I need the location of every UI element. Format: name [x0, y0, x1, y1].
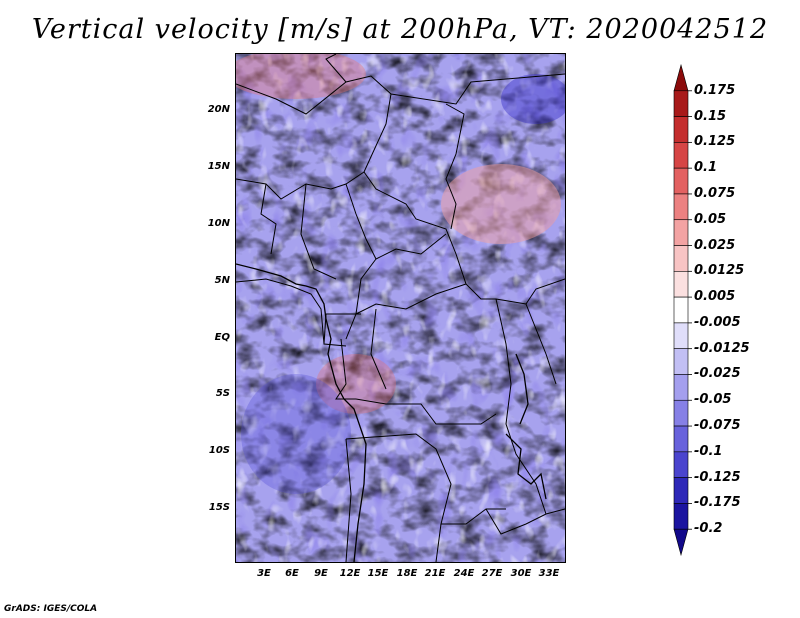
colorbar-label: -0.1 — [694, 443, 723, 459]
colorbar-label: 0.1 — [694, 160, 718, 176]
colorbar-label: 0.175 — [694, 82, 736, 98]
lon-label: 12E — [339, 568, 361, 579]
colorbar-label: 0.025 — [694, 237, 736, 253]
colorbar-segment — [673, 116, 689, 143]
lat-label: 15N — [207, 161, 230, 172]
lon-label: 30E — [510, 568, 532, 579]
colorbar-segment — [673, 219, 689, 246]
colorbar-segment — [673, 399, 689, 427]
colorbar-segment — [673, 167, 689, 195]
credit-text: GrADS: IGES/COLA — [4, 604, 98, 614]
colorbar-label: 0.0125 — [694, 263, 745, 279]
velocity-map — [235, 53, 566, 563]
lon-label: 15E — [367, 568, 389, 579]
colorbar-label: 0.05 — [694, 211, 727, 227]
lon-label: 24E — [453, 568, 475, 579]
colorbar-label: -0.175 — [694, 495, 741, 511]
country-borders — [236, 54, 565, 562]
colorbar-segment — [673, 142, 689, 169]
colorbar-label: -0.025 — [694, 366, 741, 382]
colorbar-label: -0.2 — [694, 521, 723, 537]
lat-label: 15S — [208, 502, 230, 513]
colorbar-segment — [673, 528, 689, 557]
colorbar-label: 0.005 — [694, 289, 736, 305]
colorbar-segment — [673, 63, 689, 92]
colorbar-segment — [673, 322, 689, 349]
lat-label: 5N — [214, 275, 230, 286]
lat-label: 10S — [208, 445, 230, 456]
colorbar-label: 0.075 — [694, 185, 736, 201]
colorbar-segment — [673, 296, 689, 324]
lon-label: 9E — [314, 568, 328, 579]
colorbar-segment — [673, 348, 689, 375]
colorbar-segment — [673, 90, 689, 117]
colorbar-segment — [673, 425, 689, 453]
lat-label: 20N — [207, 104, 230, 115]
colorbar-label: -0.0125 — [694, 340, 750, 356]
coastline — [236, 263, 547, 562]
colorbar-segment — [673, 193, 689, 221]
lon-label: 27E — [481, 568, 503, 579]
lon-label: 18E — [396, 568, 418, 579]
colorbar-segment — [673, 477, 689, 504]
lon-label: 3E — [257, 568, 271, 579]
colorbar-label: -0.125 — [694, 469, 741, 485]
colorbar-label: -0.005 — [694, 314, 741, 330]
colorbar-segment — [673, 451, 689, 478]
velocity-field — [236, 54, 565, 562]
lat-label: 5S — [215, 388, 230, 399]
colorbar-segment — [673, 503, 689, 530]
colorbar-label: -0.05 — [694, 392, 732, 408]
lon-label: 6E — [285, 568, 299, 579]
map-title: Vertical velocity [m/s] at 200hPa, VT: 2… — [31, 14, 769, 45]
colorbar-segment — [673, 374, 689, 401]
lat-label: EQ — [214, 332, 230, 343]
lat-label: 10N — [207, 218, 230, 229]
colorbar-label: 0.15 — [694, 108, 727, 124]
colorbar-segment — [673, 245, 689, 272]
colorbar-segment — [673, 271, 689, 298]
lon-label: 21E — [424, 568, 446, 579]
lon-label: 33E — [538, 568, 560, 579]
colorbar-label: 0.125 — [694, 134, 736, 150]
colorbar-label: -0.075 — [694, 418, 741, 434]
